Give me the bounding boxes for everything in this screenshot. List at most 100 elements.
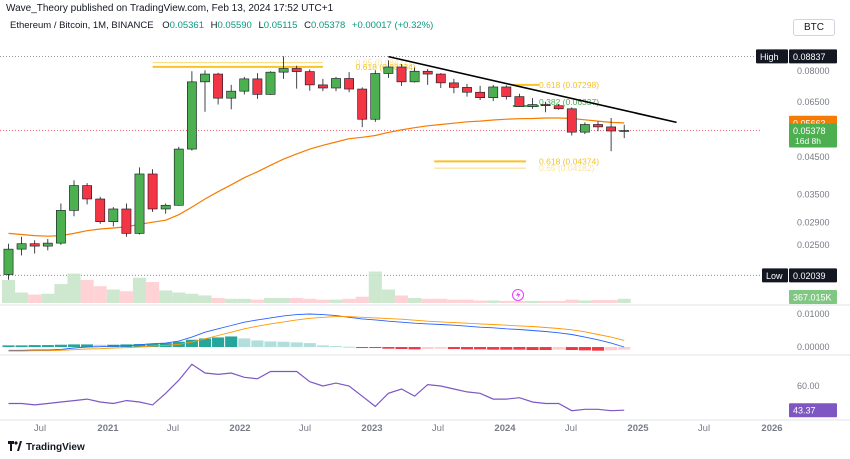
- volume-bar: [211, 297, 225, 303]
- symbol-ohlc-line: Ethereum / Bitcoin, 1M, BINANCE O0.05361…: [10, 20, 433, 31]
- volume-bar: [303, 298, 317, 303]
- macd-histogram-bar: [146, 343, 159, 348]
- candle: [370, 70, 381, 122]
- candle: [173, 146, 184, 206]
- candle-body: [42, 242, 53, 247]
- candle: [396, 63, 407, 86]
- volume-bar: [512, 300, 526, 303]
- volume-bar: [224, 298, 238, 303]
- candle-body: [226, 90, 237, 99]
- candle: [488, 84, 499, 102]
- time-tick-label: 2022: [229, 423, 250, 434]
- candle-body: [147, 173, 158, 210]
- currency-button[interactable]: BTC: [793, 19, 835, 36]
- candle: [213, 72, 223, 105]
- candle-body: [252, 78, 263, 95]
- volume-bar: [159, 290, 173, 303]
- close-label: C: [304, 20, 311, 31]
- macd-histogram-bar: [565, 347, 578, 351]
- low-price-tag: Low 0.02039: [762, 268, 837, 283]
- candle: [344, 72, 354, 93]
- rsi-line: [8, 363, 625, 412]
- macd-histogram-bar: [408, 347, 421, 350]
- footer-brand: TradingView: [8, 441, 85, 453]
- volume-bar: [250, 299, 264, 303]
- macd-histogram-bar: [513, 347, 526, 350]
- candle: [501, 85, 512, 100]
- rsi-value-bg: [789, 403, 837, 418]
- candle-body: [488, 86, 499, 99]
- candle: [291, 65, 302, 89]
- time-tick-label: Jul: [299, 423, 311, 434]
- low-value: 0.05115: [263, 20, 298, 31]
- macd-histogram-bar: [356, 347, 369, 349]
- time-tick-label: Jul: [565, 423, 577, 434]
- countdown-value: 16d 8h: [795, 136, 821, 146]
- fib-label: 0.382 (0.06337): [539, 97, 599, 107]
- candle: [55, 203, 66, 245]
- candle: [239, 76, 250, 95]
- candle-body: [606, 126, 616, 132]
- high-price-tag-caption: High: [760, 52, 779, 62]
- macd-histogram-bar: [41, 345, 54, 348]
- volume-tag: 367.015K: [789, 290, 837, 304]
- macd-tick-label: 0.01000: [797, 309, 830, 319]
- volume-bar: [368, 271, 382, 303]
- volume-bar: [119, 291, 133, 303]
- price-tick-label: 0.03500: [797, 190, 830, 200]
- candle: [3, 243, 14, 280]
- candle: [278, 56, 289, 79]
- ema-layer: [8, 117, 625, 237]
- candle: [514, 93, 525, 107]
- volume-bar: [565, 299, 579, 303]
- volume-bar: [617, 298, 631, 303]
- volume-bar: [394, 295, 409, 303]
- volume-bar: [67, 273, 81, 303]
- candle-body: [16, 243, 27, 250]
- candle-body: [291, 68, 302, 72]
- volume-bar: [381, 289, 395, 303]
- volume-bar: [604, 300, 618, 303]
- candle: [422, 69, 433, 85]
- candle-body: [593, 124, 603, 128]
- volume-bar: [434, 298, 448, 303]
- volume-bar: [578, 300, 592, 303]
- candle-body: [95, 198, 106, 223]
- candle-body: [121, 208, 132, 234]
- time-tick-label: 2024: [494, 423, 516, 434]
- macd-histogram-bar: [15, 345, 28, 348]
- ema-line: [8, 117, 625, 237]
- lightning-icon-ring: [512, 289, 524, 301]
- candle: [42, 239, 53, 251]
- volume-bar: [15, 292, 29, 303]
- macd-histogram-bar: [382, 347, 395, 349]
- macd-histogram-bar: [54, 344, 67, 348]
- time-tick-label: 2025: [627, 423, 649, 434]
- candle-body: [344, 78, 354, 90]
- volume-bar: [525, 300, 540, 303]
- candle: [265, 71, 276, 95]
- high-price-tag-bg: [789, 49, 837, 64]
- macd-histogram-bar: [28, 345, 41, 348]
- macd-histogram-bar: [198, 338, 212, 348]
- macd-histogram-bar: [605, 347, 618, 351]
- time-tick-label: Jul: [432, 423, 444, 434]
- candle: [619, 124, 630, 139]
- macd-histogram-bar: [94, 344, 107, 348]
- candle-body: [566, 108, 577, 133]
- candle-body: [409, 70, 420, 83]
- candle: [527, 98, 538, 109]
- candle: [606, 117, 616, 152]
- fib-label: 0.618 (0.04374): [539, 156, 599, 166]
- macd-tick-label: 0.00000: [797, 342, 830, 352]
- fib-label: 0.618 (0.07298): [539, 80, 599, 90]
- macd-histogram-bar: [290, 342, 303, 348]
- candle: [108, 207, 119, 227]
- volume-bar: [28, 294, 42, 303]
- candle-body: [514, 96, 525, 107]
- macd-histogram-bar: [447, 347, 460, 350]
- candles: [3, 56, 630, 280]
- candle: [121, 203, 132, 237]
